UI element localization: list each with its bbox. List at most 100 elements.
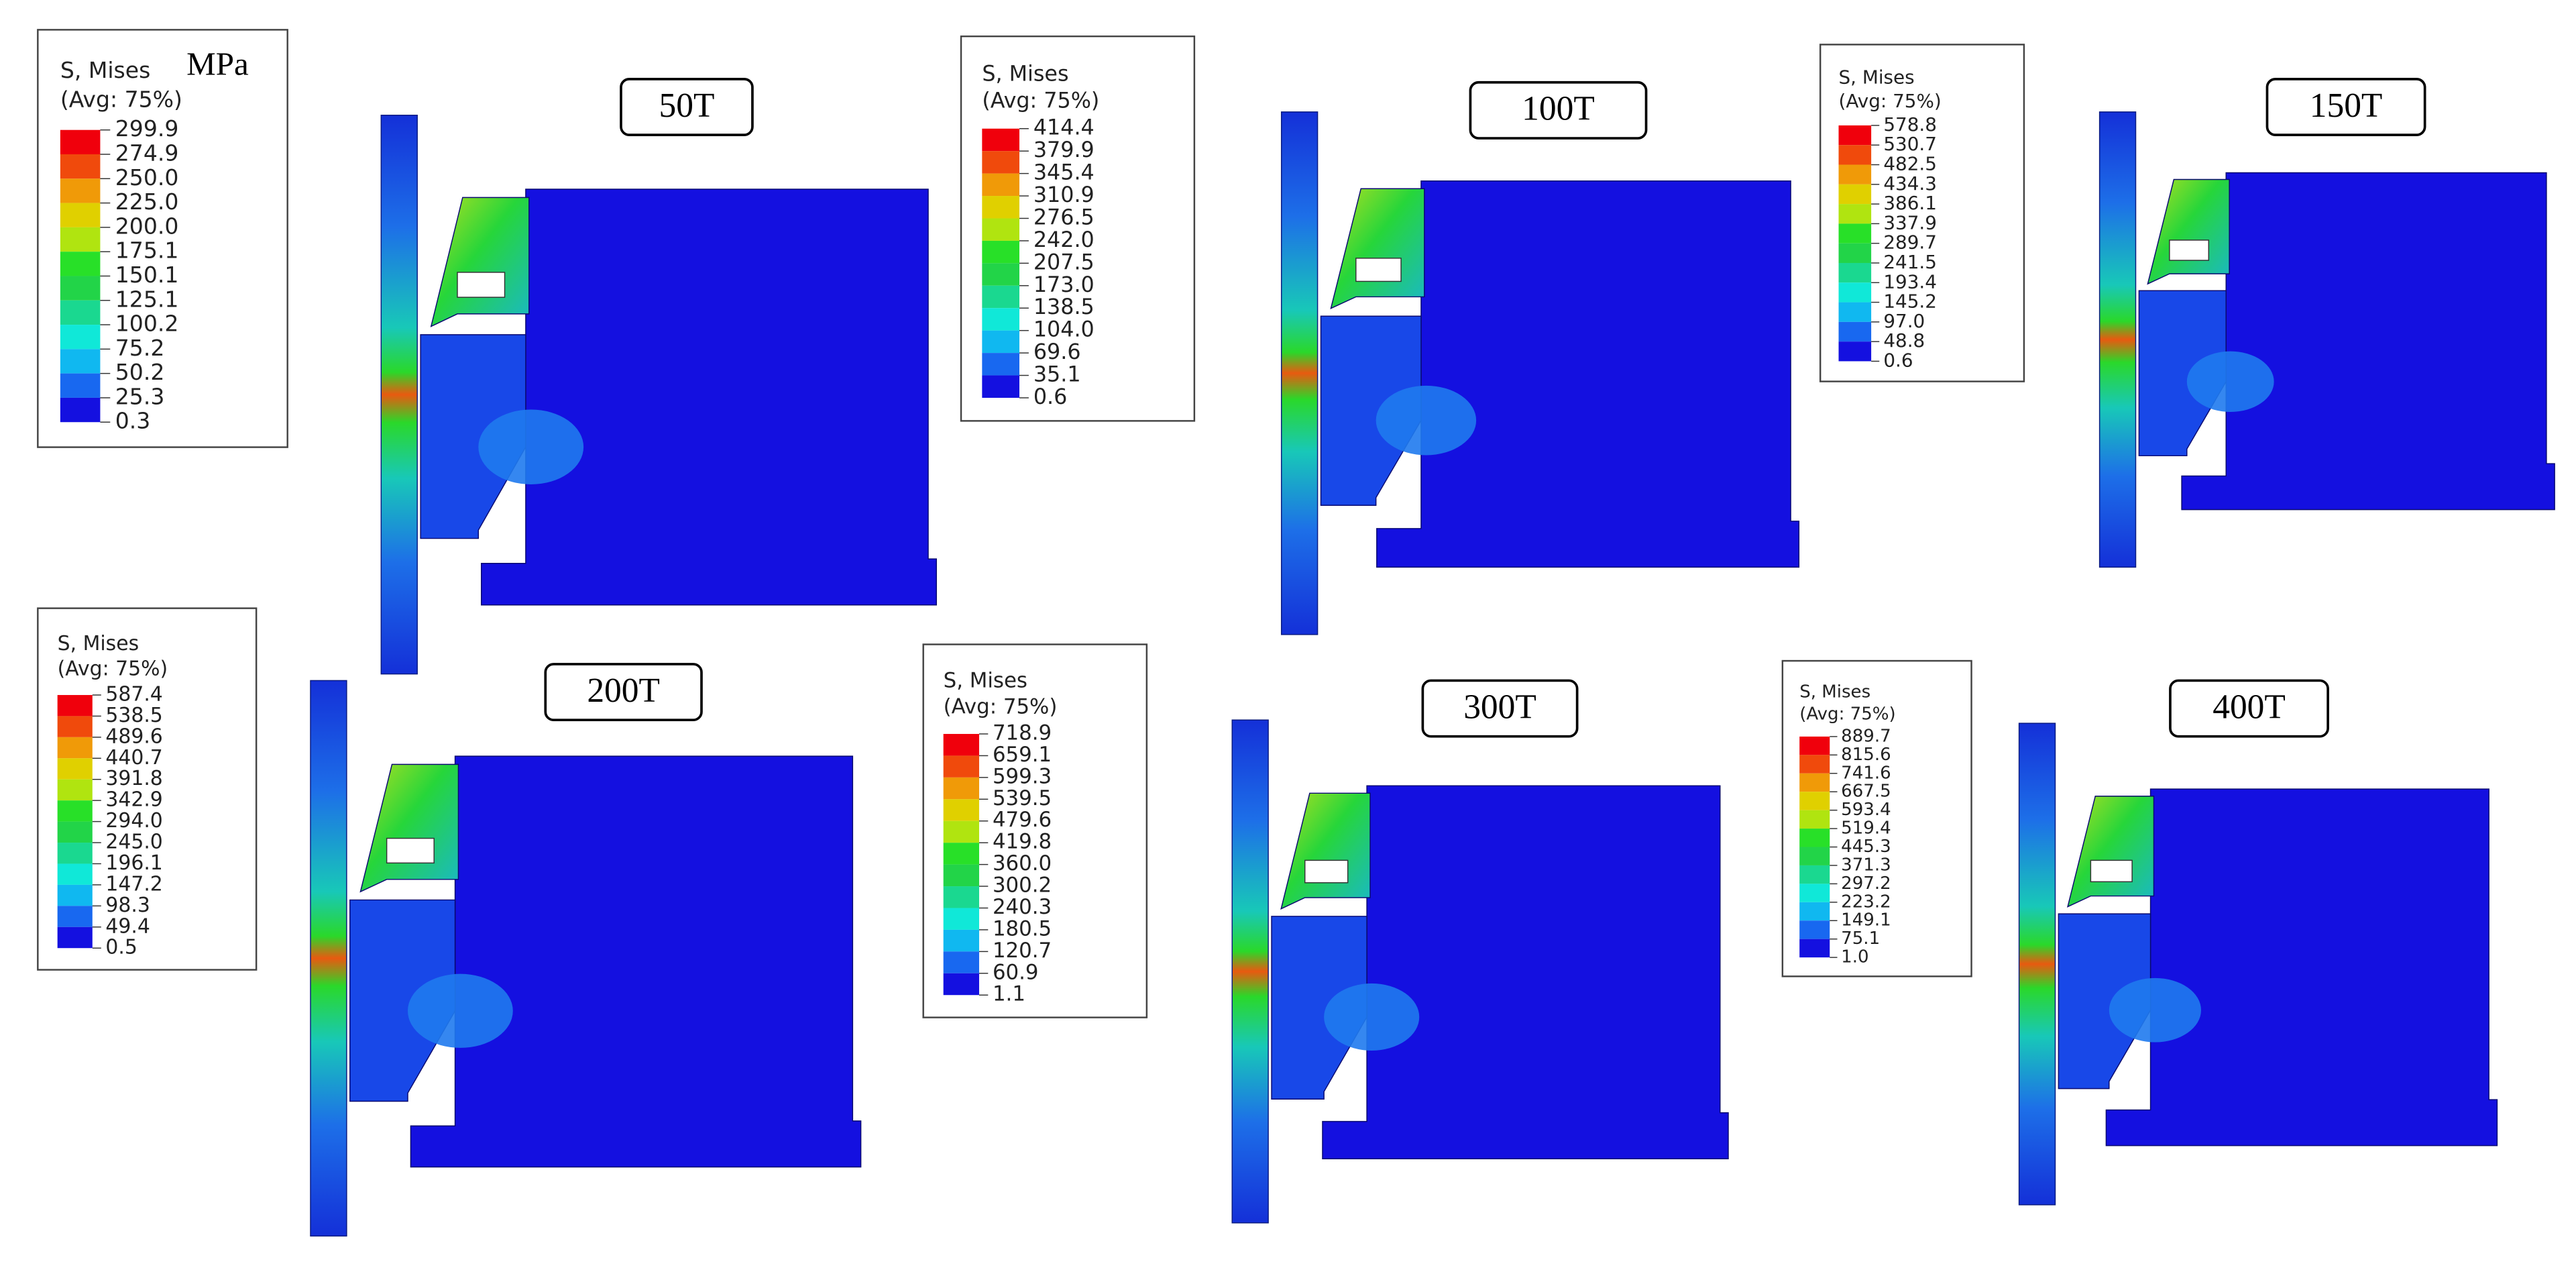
- legend-value: 289.7: [1883, 231, 1937, 254]
- load-label: 200T: [587, 672, 660, 710]
- legend-swatch: [1799, 755, 1830, 774]
- legend-swatch: [57, 884, 93, 906]
- legend-swatch: [943, 908, 979, 930]
- block-contour: [2105, 788, 2498, 1147]
- legend-swatch: [1838, 223, 1872, 244]
- legend-value: 578.8: [1883, 113, 1937, 136]
- legend-value: 150.1: [115, 262, 179, 288]
- stress-panel: 200T S, Mises(Avg: 75%)587.4538.5489.6440…: [37, 607, 862, 1237]
- load-label: 50T: [659, 87, 715, 125]
- load-label-box: [544, 663, 703, 722]
- legend-value: 419.8: [993, 830, 1052, 854]
- legend-value: 193.4: [1883, 270, 1937, 293]
- legend-swatch: [57, 926, 93, 949]
- legend-value: 60.9: [993, 960, 1039, 984]
- legend-value: 100.2: [115, 311, 179, 337]
- clamp-cap: [430, 197, 530, 327]
- legend-swatch: [982, 173, 1019, 197]
- legend-value: 889.7: [1841, 726, 1891, 746]
- legend-title: S, Mises: [60, 57, 150, 83]
- legend-value: 241.5: [1883, 251, 1937, 273]
- legend-swatch: [1799, 920, 1830, 939]
- legend-value: 482.5: [1883, 153, 1937, 175]
- legend-value: 145.2: [1883, 290, 1937, 313]
- legend-swatch: [982, 240, 1019, 264]
- legend-swatch: [1838, 282, 1872, 303]
- legend-swatch: [1838, 145, 1872, 165]
- legend-swatch: [943, 755, 979, 778]
- legend-average: (Avg: 75%): [60, 87, 182, 113]
- stress-spot: [2186, 351, 2274, 413]
- legend-swatch: [57, 694, 93, 716]
- legend-value: 815.6: [1841, 745, 1891, 765]
- legend-value: 180.5: [993, 916, 1052, 941]
- legend-value: 97.0: [1883, 310, 1925, 332]
- clamp-slot: [1304, 859, 1349, 884]
- legend-value: 489.6: [105, 725, 162, 748]
- legend-swatch: [943, 733, 979, 756]
- block-contour: [410, 755, 862, 1168]
- legend-value: 25.3: [115, 383, 165, 409]
- clamp-body: [1271, 916, 1367, 1100]
- legend-value: 50.2: [115, 359, 165, 385]
- legend-swatch: [982, 263, 1019, 286]
- legend-swatch: [57, 779, 93, 801]
- legend-value: 104.0: [1033, 318, 1095, 342]
- legend-value: 530.7: [1883, 133, 1937, 155]
- clamp-body: [349, 899, 456, 1102]
- legend-value: 519.4: [1841, 818, 1891, 839]
- legend-swatch: [57, 758, 93, 780]
- legend-value: 98.3: [105, 894, 150, 917]
- clamp-slot: [386, 837, 435, 864]
- legend-swatch: [57, 737, 93, 759]
- legend-value: 391.8: [105, 767, 162, 790]
- legend-swatch: [60, 227, 101, 252]
- legend-value: 434.3: [1883, 172, 1937, 195]
- clamp-slot: [457, 272, 506, 298]
- legend-title: S, Mises: [944, 669, 1027, 693]
- legend-value: 371.3: [1841, 855, 1891, 875]
- legend-value: 479.6: [993, 808, 1052, 832]
- stress-panel: 300T S, Mises(Avg: 75%)718.9659.1599.3539…: [922, 643, 1729, 1224]
- legend-value: 310.9: [1033, 183, 1095, 207]
- legend-value: 147.2: [105, 872, 162, 896]
- legend-value: 75.1: [1841, 928, 1880, 949]
- load-label-box: [1469, 81, 1648, 140]
- legend-value: 587.4: [105, 682, 162, 706]
- legend-swatch: [1799, 773, 1830, 792]
- legend-value: 250.0: [115, 164, 179, 191]
- legend-average: (Avg: 75%): [1839, 90, 1942, 112]
- load-label: 300T: [1463, 688, 1536, 726]
- legend-swatch: [943, 799, 979, 821]
- legend-swatch: [60, 178, 101, 203]
- column-contour: [2018, 723, 2056, 1206]
- legend-value: 173.0: [1033, 273, 1095, 297]
- column-contour: [380, 115, 418, 675]
- legend-value: 223.2: [1841, 892, 1891, 912]
- legend-swatch: [943, 777, 979, 800]
- stress-spot: [1376, 385, 1477, 456]
- load-label: 150T: [2310, 87, 2383, 125]
- legend-average: (Avg: 75%): [944, 695, 1058, 719]
- legend-swatch: [1838, 184, 1872, 205]
- legend-value: 276.5: [1033, 205, 1095, 229]
- legend-swatch: [60, 373, 101, 398]
- stress-panel: 100T S, Mises (Avg: 75%) 414.4379.9345.4310…: [960, 35, 1800, 635]
- legend-value: 49.4: [105, 914, 150, 938]
- clamp-body: [2058, 913, 2151, 1090]
- legend-unit: MPa: [186, 46, 249, 83]
- legend-value: 242.0: [1033, 228, 1095, 252]
- legend-value: 196.1: [105, 851, 162, 875]
- load-label: 400T: [2213, 688, 2286, 726]
- legend-average: (Avg: 75%): [58, 657, 168, 681]
- stress-spot: [478, 409, 584, 485]
- legend-swatch: [982, 308, 1019, 331]
- clamp-cap: [1280, 792, 1371, 910]
- load-label-box: [2169, 679, 2329, 738]
- legend-swatch: [60, 397, 101, 423]
- clamp-cap: [2067, 795, 2155, 908]
- legend-value: 69.6: [1033, 340, 1081, 364]
- legend-value: 379.9: [1033, 138, 1095, 162]
